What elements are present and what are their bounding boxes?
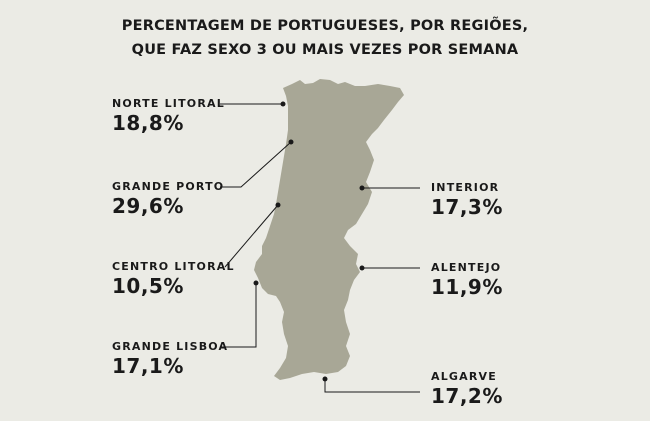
leader-line-algarve bbox=[324, 379, 420, 393]
dot-norte-litoral bbox=[280, 101, 286, 107]
region-name: GRANDE PORTO bbox=[112, 180, 225, 193]
region-algarve: ALGARVE 17,2% bbox=[431, 370, 503, 408]
dot-alentejo bbox=[359, 265, 365, 271]
dot-grande-lisboa bbox=[253, 280, 259, 286]
region-value: 10,5% bbox=[112, 274, 184, 298]
dot-algarve bbox=[322, 376, 328, 382]
dot-interior bbox=[359, 185, 365, 191]
map-title: PERCENTAGEM DE PORTUGUESES, POR REGIÕES,… bbox=[0, 14, 650, 62]
region-grande-lisboa: GRANDE LISBOA 17,1% bbox=[112, 340, 228, 378]
region-name: INTERIOR bbox=[431, 181, 500, 194]
region-interior: INTERIOR 17,3% bbox=[431, 181, 503, 219]
region-norte-litoral: NORTE LITORAL 18,8% bbox=[112, 97, 225, 135]
region-value: 17,2% bbox=[431, 384, 503, 408]
region-value: 29,6% bbox=[112, 194, 184, 218]
region-value: 17,1% bbox=[112, 354, 184, 378]
region-grande-porto: GRANDE PORTO 29,6% bbox=[112, 180, 224, 218]
region-centro-litoral: CENTRO LITORAL 10,5% bbox=[112, 260, 235, 298]
region-name: NORTE LITORAL bbox=[112, 97, 225, 110]
region-name: ALGARVE bbox=[431, 370, 497, 383]
title-line-2: QUE FAZ SEXO 3 OU MAIS VEZES POR SEMANA bbox=[131, 42, 519, 58]
region-alentejo: ALENTEJO 11,9% bbox=[431, 261, 503, 299]
portugal-shape bbox=[254, 79, 404, 380]
dot-grande-porto bbox=[288, 139, 294, 145]
leader-line-grande-lisboa bbox=[220, 283, 257, 348]
leader-lines bbox=[220, 103, 420, 393]
region-name: ALENTEJO bbox=[431, 261, 502, 274]
title-line-1: PERCENTAGEM DE PORTUGUESES, POR REGIÕES, bbox=[121, 18, 529, 34]
region-name: CENTRO LITORAL bbox=[112, 260, 235, 273]
leader-line-centro-litoral bbox=[224, 204, 279, 268]
region-name: GRANDE LISBOA bbox=[112, 340, 229, 353]
leader-dots bbox=[253, 101, 365, 382]
region-value: 18,8% bbox=[112, 111, 184, 135]
dot-centro-litoral bbox=[275, 202, 281, 208]
region-value: 11,9% bbox=[431, 275, 503, 299]
leader-line-grande-porto bbox=[220, 141, 292, 188]
region-value: 17,3% bbox=[431, 195, 503, 219]
